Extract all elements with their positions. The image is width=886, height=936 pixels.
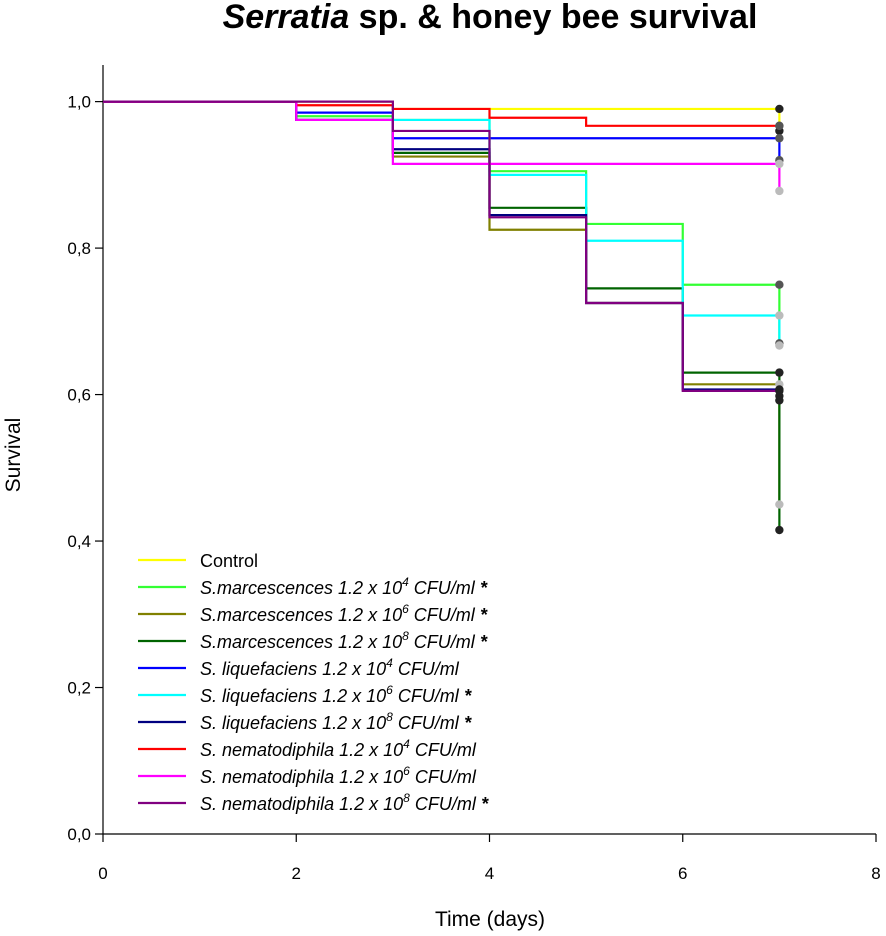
legend-exponent: 4 [403, 737, 410, 751]
legend-exponent: 4 [402, 575, 409, 589]
censor-mark-9-1 [775, 396, 784, 405]
legend-label-0: Control [200, 551, 258, 571]
censor-mark-2-1 [775, 500, 784, 509]
legend-significance: * [481, 605, 488, 625]
y-tick-label: 0,8 [67, 239, 91, 258]
y-tick-label: 0,6 [67, 386, 91, 405]
chart-title-italic: Serratia [223, 0, 350, 36]
legend-label-1: S.marcescences 1.2 x 104 CFU/ml * [200, 575, 488, 598]
legend-italic: S. nematodiphila 1.2 x 10 [200, 767, 403, 787]
legend-exponent: 8 [402, 629, 409, 643]
legend-unit: CFU/ml [410, 794, 477, 814]
legend-italic: S. liquefaciens 1.2 x 10 [200, 686, 386, 706]
x-tick-label: 0 [98, 864, 107, 883]
x-tick-label: 8 [871, 864, 880, 883]
legend-exponent: 6 [402, 602, 409, 616]
x-tick-label: 2 [292, 864, 301, 883]
series-line-8 [103, 100, 781, 191]
censor-mark-8-0 [775, 159, 784, 169]
legend-italic: S.marcescences 1.2 x 10 [200, 632, 402, 652]
censor-mark-9-0 [775, 386, 784, 396]
chart-title: Serratia sp. & honey bee survival [223, 0, 758, 36]
legend-significance: * [465, 713, 472, 733]
censor-marks [775, 104, 784, 535]
y-tick-label: 0,0 [67, 825, 91, 844]
legend-significance: * [482, 794, 489, 814]
legend-exponent: 4 [386, 656, 393, 670]
legend-unit: CFU/ml [393, 659, 460, 679]
legend-unit: CFU/ml [410, 740, 477, 760]
legend-exponent: 6 [386, 683, 393, 697]
censor-mark-7-1 [775, 121, 784, 130]
legend-exponent: 8 [386, 710, 393, 724]
legend-unit: CFU/ml [409, 632, 476, 652]
legend-label-2: S.marcescences 1.2 x 106 CFU/ml * [200, 602, 488, 625]
x-tick-label: 4 [485, 864, 494, 883]
censor-mark-4-0 [775, 134, 784, 143]
series-line-3 [103, 100, 781, 531]
legend-unit: CFU/ml [409, 578, 476, 598]
legend-significance: * [481, 632, 488, 652]
series-line-9 [103, 100, 781, 401]
censor-mark-8-1 [775, 186, 784, 196]
censor-mark-3-1 [775, 525, 784, 535]
legend-unit: CFU/ml [393, 686, 460, 706]
y-tick-label: 0,4 [67, 532, 91, 551]
legend-label-4: S. liquefaciens 1.2 x 104 CFU/ml [200, 656, 460, 679]
legend-plain: Control [200, 551, 258, 571]
legend-significance: * [465, 686, 472, 706]
legend-italic: S. liquefaciens 1.2 x 10 [200, 713, 386, 733]
x-axis-label: Time (days) [435, 908, 545, 931]
axes: 0,0 0,2 0,4 0,6 0,8 1,0 0 2 4 6 8 [67, 65, 881, 883]
legend-italic: S. liquefaciens 1.2 x 10 [200, 659, 386, 679]
y-tick-label: 1,0 [67, 93, 91, 112]
x-tick-label: 6 [678, 864, 687, 883]
legend-label-6: S. liquefaciens 1.2 x 108 CFU/ml * [200, 710, 472, 733]
legend-significance: * [481, 578, 488, 598]
censor-mark-1-0 [775, 280, 784, 289]
legend-label-3: S.marcescences 1.2 x 108 CFU/ml * [200, 629, 488, 652]
legend-italic: S.marcescences 1.2 x 10 [200, 605, 402, 625]
legend-italic: S. nematodiphila 1.2 x 10 [200, 794, 403, 814]
censor-mark-3-0 [775, 368, 784, 377]
legend-label-8: S. nematodiphila 1.2 x 106 CFU/ml [200, 764, 477, 787]
legend-unit: CFU/ml [409, 605, 476, 625]
legend-unit: CFU/ml [410, 767, 477, 787]
chart-title-rest: sp. & honey bee survival [349, 0, 757, 36]
legend-label-9: S. nematodiphila 1.2 x 108 CFU/ml * [200, 791, 489, 814]
series-layer [103, 100, 781, 531]
series-line-6 [103, 100, 781, 397]
legend-exponent: 6 [403, 764, 410, 778]
series-line-7 [103, 100, 780, 127]
censor-mark-5-1 [775, 341, 784, 350]
legend-italic: S. nematodiphila 1.2 x 10 [200, 740, 403, 760]
legend-unit: CFU/ml [393, 713, 460, 733]
censor-mark-0-0 [775, 104, 784, 114]
legend-label-5: S. liquefaciens 1.2 x 106 CFU/ml * [200, 683, 472, 706]
y-axis-label: Survival [2, 418, 25, 493]
censor-mark-5-0 [775, 311, 784, 320]
y-tick-label: 0,2 [67, 679, 91, 698]
legend-italic: S.marcescences 1.2 x 10 [200, 578, 402, 598]
legend-exponent: 8 [403, 791, 410, 805]
legend-label-7: S. nematodiphila 1.2 x 104 CFU/ml [200, 737, 477, 760]
